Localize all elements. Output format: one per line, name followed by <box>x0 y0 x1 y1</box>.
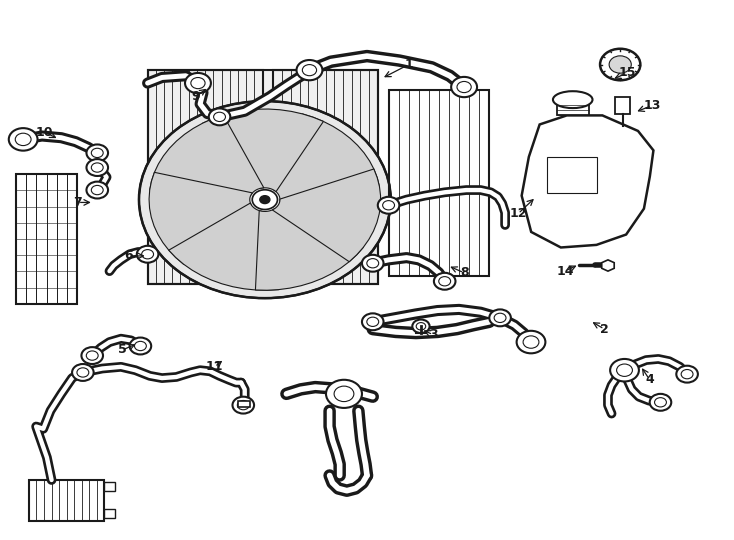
Polygon shape <box>255 208 363 291</box>
Circle shape <box>451 77 477 97</box>
Bar <box>388 90 490 275</box>
Circle shape <box>87 145 108 161</box>
Text: 6: 6 <box>124 249 133 262</box>
Text: 4: 4 <box>645 373 654 386</box>
Circle shape <box>87 181 108 199</box>
Circle shape <box>490 309 511 326</box>
Circle shape <box>87 159 108 176</box>
Text: 11: 11 <box>206 360 223 373</box>
Polygon shape <box>148 70 378 284</box>
Circle shape <box>260 195 270 204</box>
Bar <box>238 401 250 407</box>
Circle shape <box>72 364 94 381</box>
Circle shape <box>609 56 631 73</box>
Circle shape <box>137 246 159 262</box>
Bar <box>104 482 115 491</box>
Circle shape <box>81 347 103 364</box>
Text: 8: 8 <box>459 266 468 279</box>
Bar <box>148 70 263 284</box>
Circle shape <box>413 320 429 333</box>
Bar <box>274 70 378 284</box>
Circle shape <box>208 109 230 125</box>
Circle shape <box>362 313 384 330</box>
Circle shape <box>434 273 456 289</box>
Text: 13: 13 <box>643 99 661 112</box>
PathPatch shape <box>522 116 653 247</box>
Bar <box>104 509 115 518</box>
Circle shape <box>139 101 390 298</box>
Text: 12: 12 <box>509 207 527 220</box>
Text: 5: 5 <box>118 343 127 356</box>
Circle shape <box>326 380 362 408</box>
Polygon shape <box>149 172 252 264</box>
Polygon shape <box>150 115 264 195</box>
Circle shape <box>517 331 545 353</box>
Text: 9: 9 <box>192 90 200 103</box>
Polygon shape <box>602 260 614 271</box>
Circle shape <box>650 394 672 411</box>
Circle shape <box>610 359 639 381</box>
Polygon shape <box>169 203 279 290</box>
Ellipse shape <box>553 91 592 108</box>
Text: 7: 7 <box>73 196 82 209</box>
Text: 10: 10 <box>36 126 54 139</box>
Circle shape <box>297 60 322 80</box>
Text: 2: 2 <box>600 322 608 336</box>
Text: 1: 1 <box>404 58 413 71</box>
Circle shape <box>185 73 211 93</box>
Text: 15: 15 <box>619 66 636 79</box>
Polygon shape <box>203 109 324 192</box>
Bar <box>557 100 589 116</box>
Polygon shape <box>16 174 77 304</box>
Circle shape <box>676 366 698 383</box>
Circle shape <box>378 197 399 214</box>
Circle shape <box>233 397 254 414</box>
Circle shape <box>362 255 384 272</box>
Circle shape <box>130 338 151 354</box>
Bar <box>29 480 104 521</box>
Bar <box>615 97 630 114</box>
Polygon shape <box>272 169 380 262</box>
Text: 14: 14 <box>556 265 573 278</box>
Text: 3: 3 <box>429 328 437 341</box>
Circle shape <box>9 128 37 151</box>
Polygon shape <box>274 114 379 201</box>
Circle shape <box>252 190 277 210</box>
Bar <box>547 157 597 193</box>
Circle shape <box>600 49 640 80</box>
